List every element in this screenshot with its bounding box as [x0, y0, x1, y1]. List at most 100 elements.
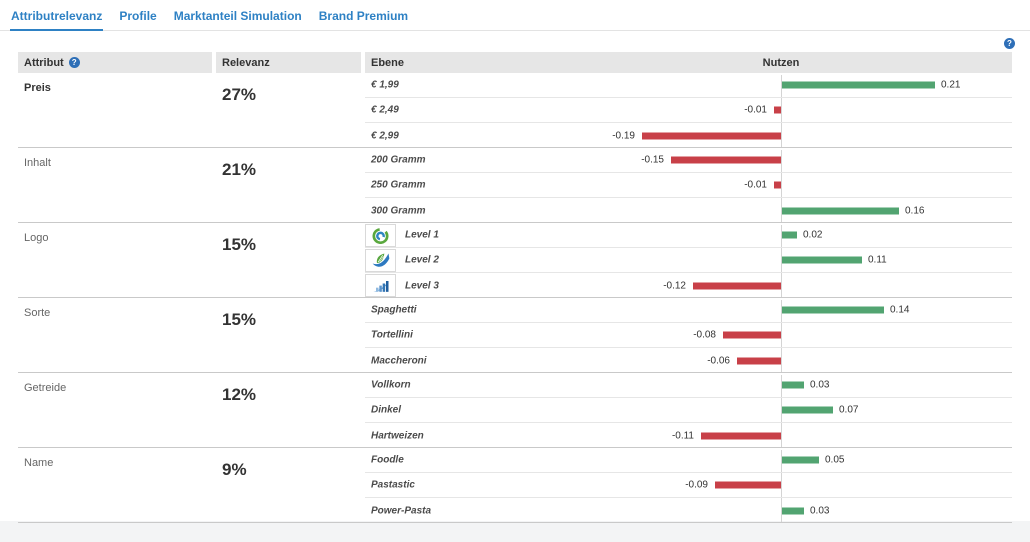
utility-bar-positive — [782, 406, 833, 414]
zero-axis-line — [781, 150, 782, 222]
attribute-name: Logo — [24, 232, 49, 244]
utility-value: 0.07 — [839, 404, 859, 416]
level-row: Hartweizen -0.11 — [365, 423, 1012, 448]
level-label: Pastastic — [371, 479, 415, 491]
attribute-group-preis: Preis 27% € 1,99 0.21 € 2,49 -0.01 € 2,99 -0.19 — [18, 73, 1012, 148]
col-header-relevanz: Relevanz — [216, 52, 361, 73]
utility-value: 0.02 — [803, 229, 823, 241]
tab-marktanteil-simulation[interactable]: Marktanteil Simulation — [173, 9, 302, 23]
level-label: 200 Gramm — [371, 154, 426, 166]
level-label: Tortellini — [371, 329, 413, 341]
level-label: Dinkel — [371, 404, 402, 416]
zero-axis-line — [781, 450, 782, 522]
utility-bar-positive — [782, 207, 899, 214]
level-row: Level 2 0.11 — [365, 248, 1012, 273]
col-header-attribut: Attribut — [24, 56, 64, 69]
level-row: Tortellini -0.08 — [365, 323, 1012, 348]
levels-area: Foodle 0.05 Pastastic -0.09 Power-Pasta 0.03 — [365, 448, 1012, 522]
utility-value: -0.19 — [612, 130, 635, 141]
level-label: Spaghetti — [371, 304, 417, 316]
attribute-name: Sorte — [24, 307, 51, 319]
relevance-value: 27% — [222, 85, 257, 104]
attribute-name: Preis — [24, 82, 51, 94]
level-label: € 1,99 — [371, 79, 399, 91]
logo-spiral-icon — [365, 224, 396, 247]
zero-axis-line — [781, 75, 782, 147]
attribute-group-name: Name 9% Foodle 0.05 Pastastic -0.09 Power-Past… — [18, 448, 1012, 523]
utility-value: 0.05 — [825, 454, 845, 466]
levels-area: Level 1 0.02 Level 2 0.11 Level 3 -0.12 — [365, 223, 1012, 297]
level-row: € 2,99 -0.19 — [365, 123, 1012, 148]
level-label: 250 Gramm — [371, 179, 426, 191]
level-label: Power-Pasta — [371, 505, 432, 516]
col-header-ebene: Ebene — [371, 56, 405, 69]
utility-value: -0.09 — [685, 479, 708, 491]
level-row: 250 Gramm -0.01 — [365, 173, 1012, 198]
level-row: Spaghetti 0.14 — [365, 298, 1012, 323]
level-row: € 1,99 0.21 — [365, 73, 1012, 98]
level-row: € 2,49 -0.01 — [365, 98, 1012, 123]
level-row: Pastastic -0.09 — [365, 473, 1012, 498]
levels-area: € 1,99 0.21 € 2,49 -0.01 € 2,99 -0.19 — [365, 73, 1012, 147]
attribute-name: Name — [24, 457, 54, 469]
level-label: Level 3 — [405, 280, 439, 291]
utility-bar-negative — [774, 106, 781, 114]
tab-profile[interactable]: Profile — [119, 9, 157, 23]
level-label: Hartweizen — [371, 430, 424, 441]
utility-value: -0.08 — [693, 329, 716, 341]
utility-bar-positive — [782, 306, 884, 314]
table-help-icon[interactable]: ? — [1004, 38, 1015, 49]
zero-axis-line — [781, 225, 782, 297]
utility-value: 0.21 — [941, 79, 961, 91]
utility-value: 0.16 — [905, 205, 925, 216]
level-label: Maccheroni — [371, 355, 427, 366]
utility-bar-negative — [693, 282, 781, 289]
utility-value: 0.03 — [810, 379, 830, 391]
utility-value: -0.11 — [671, 430, 694, 441]
logo-bar-chart-icon — [365, 274, 396, 297]
utility-value: -0.01 — [744, 179, 767, 191]
utility-bar-negative — [701, 432, 781, 439]
col-header-attribut-cell: Attribut ? — [18, 52, 212, 73]
relevance-value: 15% — [222, 235, 257, 254]
col-header-ebene-cell: Ebene Nutzen — [365, 52, 1012, 73]
attribute-group-inhalt: Inhalt 21% 200 Gramm -0.15 250 Gramm -0.01 300… — [18, 148, 1012, 223]
level-label: 300 Gramm — [371, 205, 426, 216]
relevance-value: 9% — [222, 460, 247, 479]
utility-bar-positive — [782, 381, 804, 389]
level-row: Level 1 0.02 — [365, 223, 1012, 248]
tab-bar: Attributrelevanz Profile Marktanteil Sim… — [0, 0, 1030, 31]
zero-axis-line — [781, 375, 782, 447]
attribut-help-icon[interactable]: ? — [68, 57, 80, 68]
utility-value: -0.15 — [641, 154, 664, 166]
level-row: Foodle 0.05 — [365, 448, 1012, 473]
zero-axis-line — [781, 300, 782, 372]
level-label: € 2,49 — [371, 104, 399, 116]
level-row: Power-Pasta 0.03 — [365, 498, 1012, 523]
utility-bar-negative — [723, 331, 781, 339]
utility-bar-positive — [782, 456, 819, 464]
level-row: Level 3 -0.12 — [365, 273, 1012, 298]
utility-value: 0.14 — [890, 304, 910, 316]
utility-bar-negative — [774, 181, 781, 189]
attribute-relevance-table: Attribut ? Relevanz Ebene Nutzen Preis 27… — [18, 52, 1012, 523]
utility-bar-positive — [782, 81, 935, 89]
level-label: € 2,99 — [371, 130, 399, 141]
utility-value: -0.12 — [663, 280, 686, 291]
levels-area: 200 Gramm -0.15 250 Gramm -0.01 300 Gramm 0.1… — [365, 148, 1012, 222]
tab-brand-premium[interactable]: Brand Premium — [318, 9, 409, 23]
relevance-value: 12% — [222, 385, 257, 404]
table-body: Preis 27% € 1,99 0.21 € 2,49 -0.01 € 2,99 -0.19… — [18, 73, 1012, 523]
utility-value: 0.03 — [810, 505, 830, 516]
utility-bar-negative — [642, 132, 781, 139]
tab-attributrelevanz[interactable]: Attributrelevanz — [10, 10, 104, 31]
attribute-group-getreide: Getreide 12% Vollkorn 0.03 Dinkel 0.07 Hartwei… — [18, 373, 1012, 448]
attribute-group-logo: Logo 15% Level 1 0.02 Level 2 0.11 Level 3 -0.1… — [18, 223, 1012, 298]
attribute-name: Getreide — [24, 382, 67, 394]
utility-value: -0.06 — [707, 355, 730, 366]
utility-bar-negative — [737, 357, 781, 364]
level-label: Level 1 — [405, 229, 439, 241]
level-row: Maccheroni -0.06 — [365, 348, 1012, 373]
utility-bar-positive — [782, 231, 797, 239]
